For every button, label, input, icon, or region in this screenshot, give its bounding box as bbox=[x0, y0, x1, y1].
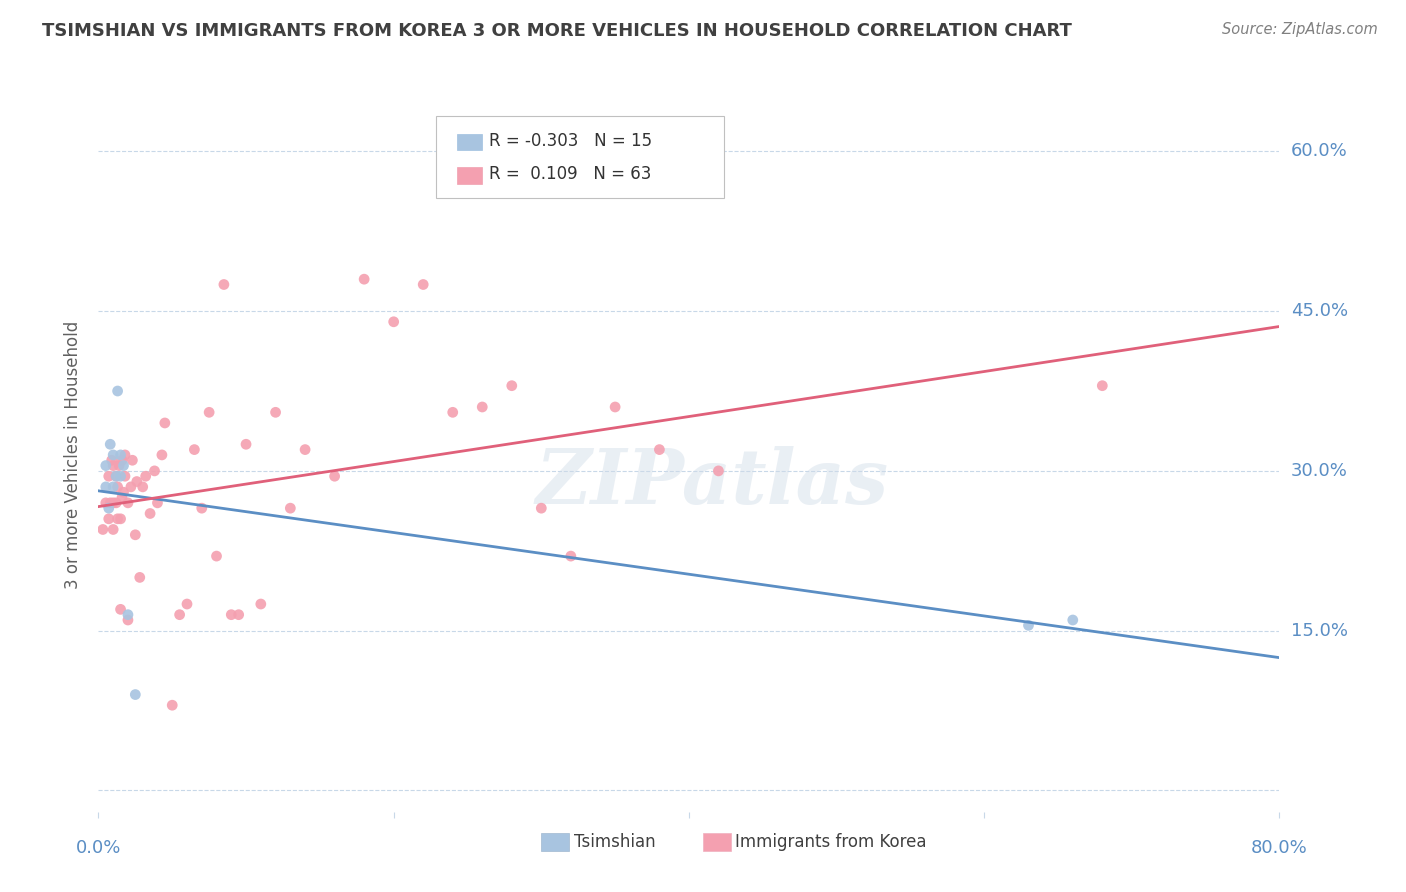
Point bbox=[146, 496, 169, 510]
Text: TSIMSHIAN VS IMMIGRANTS FROM KOREA 3 OR MORE VEHICLES IN HOUSEHOLD CORRELATION C: TSIMSHIAN VS IMMIGRANTS FROM KOREA 3 OR … bbox=[42, 22, 1071, 40]
Point bbox=[103, 496, 125, 510]
Text: 30.0%: 30.0% bbox=[1291, 462, 1347, 480]
Point bbox=[1017, 618, 1039, 632]
Point bbox=[162, 698, 183, 713]
Y-axis label: 3 or more Vehicles in Household: 3 or more Vehicles in Household bbox=[65, 321, 83, 589]
Point bbox=[205, 549, 228, 563]
Point bbox=[98, 437, 121, 451]
Text: 60.0%: 60.0% bbox=[1291, 143, 1347, 161]
Point bbox=[105, 469, 128, 483]
Point bbox=[103, 448, 125, 462]
Point bbox=[294, 442, 316, 457]
Point bbox=[94, 480, 117, 494]
Point bbox=[153, 416, 176, 430]
Point bbox=[105, 496, 128, 510]
Point bbox=[107, 480, 129, 494]
Text: R =  0.109   N = 63: R = 0.109 N = 63 bbox=[489, 165, 651, 183]
Text: Immigrants from Korea: Immigrants from Korea bbox=[735, 833, 927, 851]
Point bbox=[91, 523, 114, 537]
Point bbox=[110, 448, 132, 462]
Point bbox=[105, 469, 128, 483]
Point bbox=[183, 442, 205, 457]
Text: ZIPatlas: ZIPatlas bbox=[536, 447, 889, 520]
Point bbox=[117, 496, 139, 510]
Point bbox=[132, 480, 155, 494]
Point bbox=[235, 437, 257, 451]
Point bbox=[143, 464, 166, 478]
Point bbox=[120, 480, 142, 494]
Point bbox=[103, 523, 125, 537]
Point bbox=[117, 607, 139, 622]
Text: 45.0%: 45.0% bbox=[1291, 302, 1348, 320]
Point bbox=[100, 453, 122, 467]
Point bbox=[94, 458, 117, 473]
Text: 80.0%: 80.0% bbox=[1251, 839, 1308, 857]
Point bbox=[121, 453, 143, 467]
Point bbox=[110, 469, 132, 483]
Text: Tsimshian: Tsimshian bbox=[574, 833, 655, 851]
Point bbox=[124, 688, 146, 702]
Point bbox=[112, 485, 135, 500]
Point bbox=[94, 496, 117, 510]
Point bbox=[150, 448, 173, 462]
Point bbox=[605, 400, 627, 414]
Point bbox=[103, 458, 125, 473]
Point bbox=[103, 480, 125, 494]
Point bbox=[353, 272, 375, 286]
Point bbox=[250, 597, 273, 611]
Point bbox=[228, 607, 250, 622]
Point bbox=[501, 378, 523, 392]
Point bbox=[112, 458, 135, 473]
Point bbox=[124, 528, 146, 542]
Point bbox=[111, 453, 134, 467]
Point bbox=[114, 469, 136, 483]
Point bbox=[128, 570, 150, 584]
Point bbox=[707, 464, 730, 478]
Point bbox=[125, 475, 148, 489]
Point bbox=[107, 384, 129, 398]
Point bbox=[98, 496, 121, 510]
Point bbox=[176, 597, 198, 611]
Point bbox=[111, 491, 134, 505]
Point bbox=[648, 442, 671, 457]
Text: R = -0.303   N = 15: R = -0.303 N = 15 bbox=[489, 132, 652, 150]
Text: Source: ZipAtlas.com: Source: ZipAtlas.com bbox=[1222, 22, 1378, 37]
Point bbox=[1091, 378, 1114, 392]
Point bbox=[169, 607, 191, 622]
Point bbox=[264, 405, 287, 419]
Point bbox=[97, 512, 120, 526]
Point bbox=[1062, 613, 1084, 627]
Point bbox=[110, 512, 132, 526]
Point bbox=[139, 507, 162, 521]
Point bbox=[110, 602, 132, 616]
Point bbox=[135, 469, 157, 483]
Point bbox=[441, 405, 464, 419]
Text: 15.0%: 15.0% bbox=[1291, 622, 1347, 640]
Point bbox=[97, 469, 120, 483]
Point bbox=[107, 512, 129, 526]
Point bbox=[530, 501, 553, 516]
Point bbox=[278, 501, 302, 516]
Text: 0.0%: 0.0% bbox=[76, 839, 121, 857]
Point bbox=[212, 277, 235, 292]
Point bbox=[412, 277, 434, 292]
Point bbox=[382, 315, 405, 329]
Point bbox=[471, 400, 494, 414]
Point bbox=[323, 469, 346, 483]
Point bbox=[560, 549, 582, 563]
Point bbox=[97, 501, 120, 516]
Point bbox=[191, 501, 214, 516]
Point bbox=[219, 607, 242, 622]
Point bbox=[198, 405, 221, 419]
Point bbox=[114, 448, 136, 462]
Point bbox=[117, 613, 139, 627]
Point bbox=[108, 458, 131, 473]
